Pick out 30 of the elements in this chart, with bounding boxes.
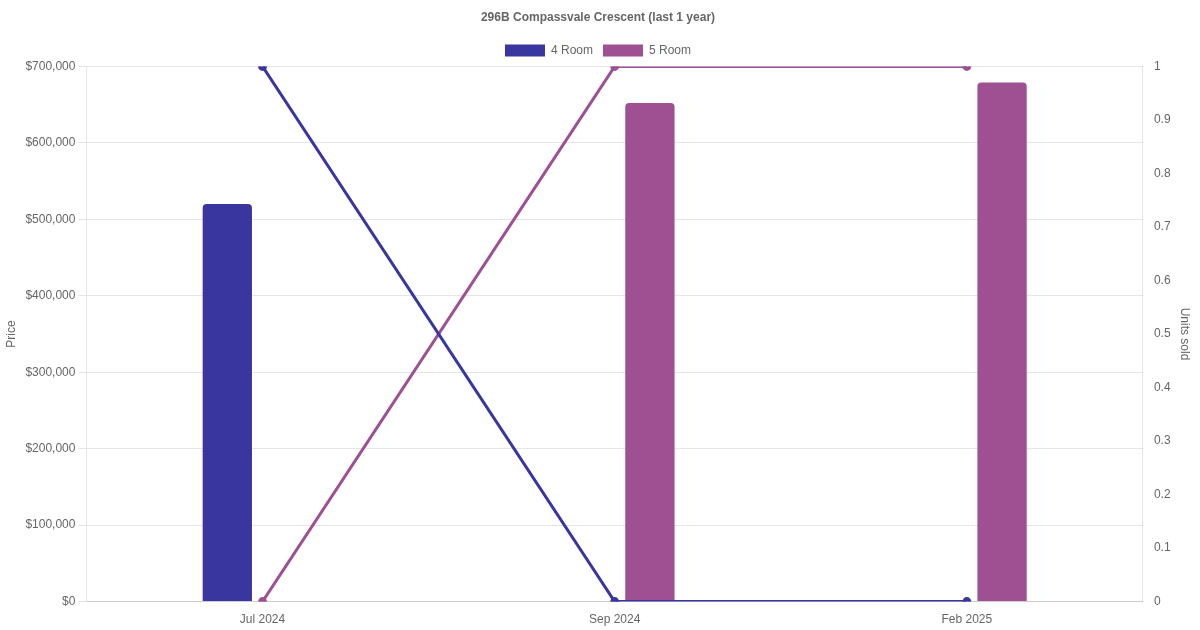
y-tick-label: $300,000 <box>25 364 76 379</box>
x-tick-label: Sep 2024 <box>588 612 641 627</box>
y2-tick-label: 0 <box>1153 593 1161 608</box>
legend-label: 5 Room <box>649 42 692 57</box>
bar <box>202 204 252 602</box>
y-tick-label: $200,000 <box>25 441 76 455</box>
bar <box>977 82 1027 602</box>
y2-tick-label: 0.7 <box>1153 219 1171 234</box>
y2-tick-label: 0.5 <box>1153 326 1171 341</box>
chart-title: 296B Compassvale Crescent (last 1 year) <box>480 9 716 24</box>
y2-tick-label: 0.4 <box>1153 379 1171 394</box>
y-axis-title: Price <box>3 320 18 348</box>
y2-tick-label: 0.3 <box>1153 433 1171 448</box>
bar <box>625 103 675 602</box>
x-tick-label: Feb 2025 <box>941 612 993 627</box>
y-tick-label: $500,000 <box>25 211 76 226</box>
y2-tick-label: 1 <box>1153 58 1161 73</box>
legend-label: 4 Room <box>550 42 594 57</box>
x-tick-label: Jul 2024 <box>239 612 286 627</box>
y-tick-label: $400,000 <box>25 288 76 303</box>
y2-tick-label: 0.2 <box>1153 486 1171 501</box>
y-tick-label: $0 <box>62 593 76 608</box>
y-tick-label: $600,000 <box>25 135 76 150</box>
y2-tick-label: 0.1 <box>1153 540 1171 555</box>
y-tick-label: $100,000 <box>25 517 76 532</box>
y2-tick-label: 0.8 <box>1153 165 1171 180</box>
y2-tick-label: 0.9 <box>1153 112 1171 127</box>
y-tick-label: $700,000 <box>25 58 76 73</box>
y2-axis-title: Units sold <box>1178 307 1193 361</box>
y2-tick-label: 0.6 <box>1153 272 1171 287</box>
